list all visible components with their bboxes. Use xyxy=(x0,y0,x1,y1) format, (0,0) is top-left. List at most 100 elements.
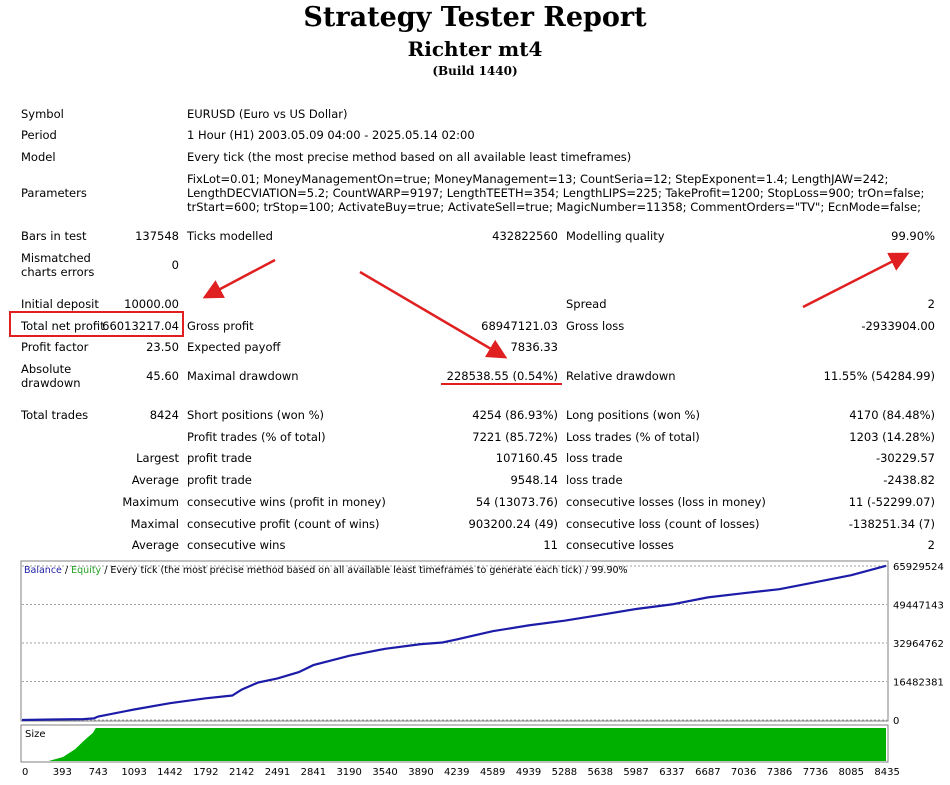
x-tick-label: 4939 xyxy=(516,767,541,778)
y-tick-label: 65929524 xyxy=(893,562,944,573)
gross-profit-label: Gross profit xyxy=(187,319,254,333)
report-title: Strategy Tester Report xyxy=(303,2,647,33)
bars-label: Bars in test xyxy=(21,229,87,243)
y-tick-label: 0 xyxy=(893,716,899,727)
x-tick-label: 1442 xyxy=(157,767,182,778)
net-profit-highlight xyxy=(9,311,184,337)
deposit-value: 10000.00 xyxy=(124,297,179,311)
largest-label: Largest xyxy=(136,451,179,465)
x-tick-label: 743 xyxy=(89,767,108,778)
abs-drawdown-label: Absolute xyxy=(21,362,72,376)
legend-sep: / xyxy=(61,565,72,576)
x-tick-label: 8085 xyxy=(839,767,864,778)
x-tick-label: 4239 xyxy=(444,767,469,778)
size-label: Size xyxy=(25,729,46,740)
mismatch-value: 0 xyxy=(171,258,179,272)
maximal-consec-profit-label: consecutive profit (count of wins) xyxy=(187,517,380,531)
rel-drawdown-value: 11.55% (54284.99) xyxy=(823,369,935,383)
x-tick-label: 8435 xyxy=(874,767,899,778)
model-value: Every tick (the most precise method base… xyxy=(187,150,632,164)
spread-value: 2 xyxy=(927,297,935,311)
x-tick-label: 7736 xyxy=(803,767,828,778)
gross-loss-value: -2933904.00 xyxy=(861,319,935,333)
x-tick-label: 7036 xyxy=(731,767,756,778)
profit-factor-value: 23.50 xyxy=(146,340,179,354)
net-profit-value: 66013217.04 xyxy=(102,319,179,333)
parameters-line: LengthDECVIATION=5.2; CountWARP=9197; Le… xyxy=(187,186,925,200)
quality-label: Modelling quality xyxy=(566,229,665,243)
legend-balance: Balance xyxy=(24,565,62,576)
build-label: (Build 1440) xyxy=(432,64,518,78)
x-tick-label: 5638 xyxy=(588,767,613,778)
max-consec-losses-value: 11 (-52299.07) xyxy=(848,495,935,509)
average-profit-label: profit trade xyxy=(187,473,252,487)
bars-value: 137548 xyxy=(135,229,179,243)
x-tick-label: 0 xyxy=(22,767,28,778)
x-tick-label: 5987 xyxy=(623,767,648,778)
deposit-label: Initial deposit xyxy=(21,297,99,311)
x-tick-label: 1792 xyxy=(193,767,218,778)
x-tick-label: 3190 xyxy=(336,767,361,778)
short-value: 4254 (86.93%) xyxy=(472,408,558,422)
largest-profit-value: 107160.45 xyxy=(495,451,558,465)
parameters-line: FixLot=0.01; MoneyManagementOn=true; Mon… xyxy=(187,172,889,186)
largest-loss-value: -30229.57 xyxy=(875,451,935,465)
maximum-label: Maximum xyxy=(122,495,179,509)
maximal-label: Maximal xyxy=(130,517,179,531)
avg-consec-wins-value: 11 xyxy=(543,538,558,552)
quality-value: 99.90% xyxy=(891,229,935,243)
payoff-value: 7836.33 xyxy=(510,340,558,354)
largest-loss-label: loss trade xyxy=(566,451,623,465)
parameters-label: Parameters xyxy=(21,186,87,200)
avg-consec-losses-label: consecutive losses xyxy=(566,538,674,552)
mismatch-label: charts errors xyxy=(21,265,95,279)
arrow-to-deposit xyxy=(202,258,276,299)
max-consec-wins-value: 54 (13073.76) xyxy=(475,495,558,509)
max-consec-losses-label: consecutive losses (loss in money) xyxy=(566,495,766,509)
y-tick-label: 32964762 xyxy=(893,639,944,650)
model-label: Model xyxy=(21,150,56,164)
profit-trades-value: 7221 (85.72%) xyxy=(472,430,558,444)
trades-label: Total trades xyxy=(21,408,89,422)
max-drawdown-value: 228538.55 (0.54%) xyxy=(446,369,558,383)
y-tick-label: 16482381 xyxy=(893,678,944,689)
x-tick-label: 2491 xyxy=(265,767,290,778)
balance-line xyxy=(21,564,887,722)
symbol-value: EURUSD (Euro vs US Dollar) xyxy=(187,107,348,121)
abs-drawdown-value: 45.60 xyxy=(146,369,179,383)
average-label: Average xyxy=(131,473,179,487)
ticks-label: Ticks modelled xyxy=(187,229,273,243)
gross-loss-label: Gross loss xyxy=(566,319,625,333)
average-loss-value: -2438.82 xyxy=(883,473,935,487)
payoff-label: Expected payoff xyxy=(187,340,281,354)
y-tick-label: 49447143 xyxy=(893,601,944,612)
profit-factor-label: Profit factor xyxy=(21,340,89,354)
short-label: Short positions (won %) xyxy=(187,408,325,422)
trades-value: 8424 xyxy=(149,408,179,422)
long-value: 4170 (84.48%) xyxy=(849,408,935,422)
maximal-consec-loss-value: -138251.34 (7) xyxy=(848,517,935,531)
x-tick-label: 3540 xyxy=(372,767,397,778)
max-drawdown-label: Maximal drawdown xyxy=(187,369,299,383)
average2-label: Average xyxy=(131,538,179,552)
ea-name: Richter mt4 xyxy=(407,37,543,61)
long-label: Long positions (won %) xyxy=(566,408,700,422)
x-tick-label: 2142 xyxy=(229,767,254,778)
largest-profit-label: profit trade xyxy=(187,451,252,465)
maximal-consec-profit-value: 903200.24 (49) xyxy=(468,517,558,531)
x-tick-label: 1093 xyxy=(121,767,146,778)
net-profit-label: Total net profit xyxy=(21,319,105,333)
ticks-value: 432822560 xyxy=(492,229,558,243)
x-axis-labels: 0 393 743 1093 1442 1792 2142 2491 2841 3190 3540 3… xyxy=(22,767,900,778)
x-tick-label: 3890 xyxy=(408,767,433,778)
parameters-line: trStart=600; trStop=100; ActivateBuy=tru… xyxy=(187,200,921,214)
mismatch-label: Mismatched xyxy=(21,251,91,265)
avg-consec-wins-label: consecutive wins xyxy=(187,538,286,552)
period-label: Period xyxy=(21,128,57,142)
avg-consec-losses-value: 2 xyxy=(927,538,935,552)
loss-trades-label: Loss trades (% of total) xyxy=(566,430,700,444)
chart-grid xyxy=(22,565,887,721)
size-area xyxy=(48,728,886,761)
x-tick-label: 5288 xyxy=(552,767,577,778)
maximal-consec-loss-label: consecutive loss (count of losses) xyxy=(566,517,760,531)
